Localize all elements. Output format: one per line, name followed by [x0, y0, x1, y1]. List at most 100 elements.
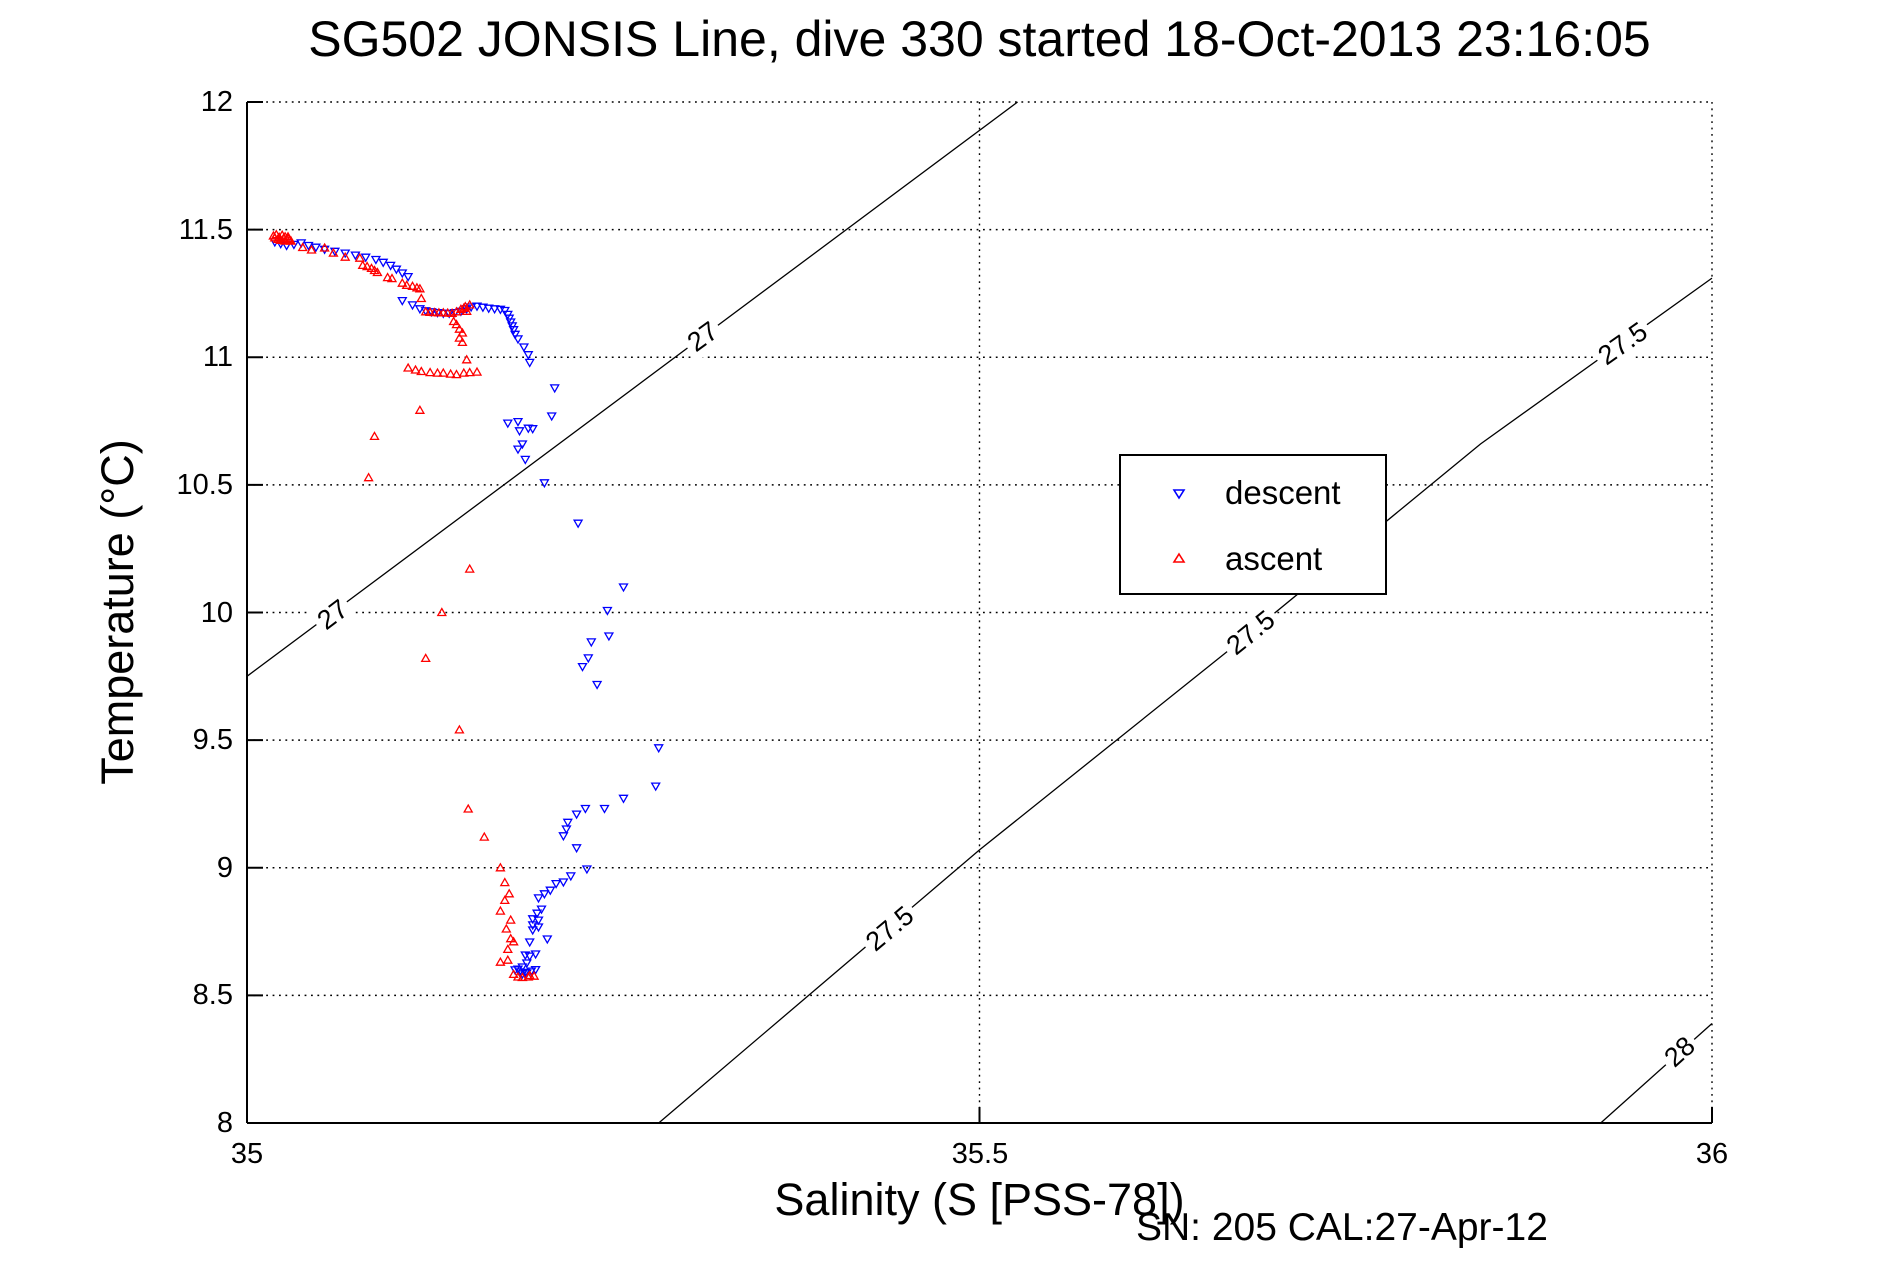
data-point-ascent [471, 366, 483, 376]
data-point-ascent [524, 970, 535, 980]
contour-line-28 [1600, 1023, 1713, 1124]
data-point-ascent [401, 279, 412, 289]
data-point-descent [542, 935, 553, 945]
x-tick-label: 35 [230, 1138, 264, 1170]
data-point-ascent [463, 803, 474, 813]
data-point-descent [512, 965, 524, 975]
data-point-ascent [357, 260, 368, 270]
data-point-ascent [319, 242, 330, 252]
data-point-descent [512, 417, 524, 427]
data-point-descent [407, 301, 418, 311]
data-point-ascent [451, 319, 462, 329]
ascent-triangle-up-icon [1172, 552, 1186, 563]
data-point-ascent [306, 244, 317, 254]
data-point-ascent [508, 936, 519, 946]
data-point-descent [483, 304, 494, 314]
data-point-ascent [361, 261, 373, 271]
y-tick-label: 10.5 [176, 469, 233, 501]
data-point-ascent [464, 563, 475, 573]
data-point-descent [426, 308, 437, 318]
data-point-ascent [340, 251, 351, 261]
data-point-descent [533, 894, 544, 904]
data-point-ascent [402, 362, 414, 372]
data-point-ascent [454, 323, 465, 333]
y-tick-label: 8.5 [192, 979, 233, 1011]
data-point-ascent [414, 404, 426, 414]
data-point-ascent [502, 954, 513, 964]
data-point-ascent [464, 367, 475, 377]
data-point-descent [527, 926, 538, 936]
data-point-descent [402, 272, 414, 282]
data-point-ascent [436, 607, 447, 617]
data-point-ascent [407, 280, 418, 290]
x-axis-label: Salinity (S [PSS-78]) [774, 1174, 1185, 1225]
data-point-descent [550, 879, 562, 889]
legend-item-descent: descent [1121, 468, 1385, 518]
data-point-descent [533, 916, 544, 926]
data-point-descent [558, 878, 569, 888]
data-point-descent [586, 638, 597, 648]
data-point-descent [603, 632, 615, 642]
data-point-descent [509, 330, 521, 340]
data-point-descent [310, 243, 322, 253]
data-point-ascent [499, 877, 510, 887]
y-tick-label: 11.5 [178, 214, 233, 246]
data-point-ascent [528, 970, 540, 980]
legend-label-descent: descent [1225, 474, 1341, 511]
data-point-descent [477, 303, 489, 313]
data-point-descent [502, 419, 513, 429]
data-point-descent [512, 445, 524, 455]
data-point-descent [558, 832, 569, 842]
data-point-ascent [451, 369, 462, 379]
legend: descent ascent [1119, 454, 1387, 595]
y-tick-label: 9 [216, 852, 233, 884]
data-point-descent [517, 440, 528, 450]
serial-calibration-note: SN: 205 CAL:27-Apr-12 [1136, 1206, 1548, 1249]
data-point-descent [650, 782, 661, 792]
data-point-descent [618, 794, 629, 804]
legend-label-ascent: ascent [1225, 540, 1323, 577]
data-point-descent [527, 425, 538, 435]
data-point-descent [527, 915, 538, 925]
data-point-descent [471, 302, 483, 312]
descent-triangle-down-icon [1172, 489, 1186, 500]
data-point-descent [518, 343, 530, 353]
data-point-ascent [297, 242, 308, 252]
data-point-ascent [501, 923, 512, 933]
data-point-descent [581, 865, 593, 875]
chart-title: SG502 JONSIS Line, dive 330 started 18-O… [308, 11, 1651, 67]
data-point-ascent [479, 831, 490, 841]
y-tick-label: 11 [202, 341, 233, 373]
data-point-descent [571, 810, 582, 820]
data-point-descent [517, 963, 528, 973]
data-point-ascent [461, 305, 472, 315]
data-point-descent [340, 249, 351, 259]
data-point-descent [508, 326, 519, 336]
data-point-descent [565, 872, 576, 882]
data-point-descent [653, 744, 664, 754]
x-tick-label: 35.5 [951, 1138, 1009, 1170]
data-point-descent [530, 965, 541, 975]
y-tick-label: 9.5 [192, 724, 233, 756]
data-point-ascent [455, 303, 467, 313]
data-point-descent [520, 455, 531, 465]
data-point-descent [562, 818, 573, 828]
data-point-descent [360, 253, 371, 263]
data-point-ascent [508, 969, 519, 979]
data-point-descent [350, 251, 361, 261]
data-point-ascent [269, 232, 280, 242]
data-point-descent [580, 804, 591, 814]
data-point-descent [432, 308, 443, 318]
data-point-ascent [372, 267, 383, 277]
data-point-ascent [505, 914, 516, 924]
data-point-ascent [454, 332, 465, 342]
data-point-ascent [386, 273, 398, 283]
data-point-ascent [328, 247, 339, 257]
data-point-ascent [397, 277, 408, 287]
data-point-descent [303, 241, 314, 251]
data-point-descent [524, 938, 535, 948]
data-point-ascent [517, 972, 528, 982]
data-point-ascent [461, 354, 472, 364]
data-point-ascent [457, 327, 468, 337]
